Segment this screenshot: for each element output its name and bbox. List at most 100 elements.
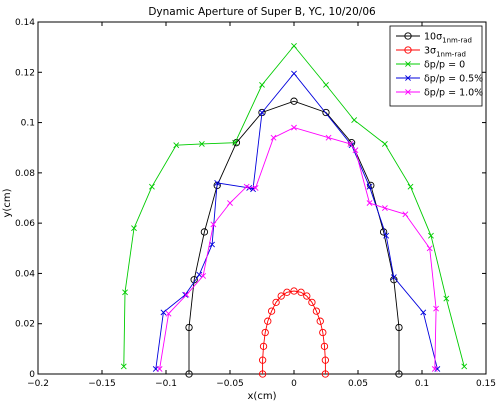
series-4 bbox=[156, 124, 439, 372]
y-tick-label: 0.08 bbox=[15, 169, 35, 179]
series-2 bbox=[120, 42, 468, 370]
legend-marker bbox=[404, 46, 412, 54]
data-point bbox=[390, 274, 397, 281]
data-point bbox=[402, 211, 409, 218]
data-point bbox=[395, 370, 403, 378]
x-tick-label: 0.15 bbox=[476, 379, 496, 389]
data-point bbox=[210, 221, 217, 228]
data-point bbox=[426, 245, 433, 252]
data-point bbox=[232, 139, 239, 146]
data-point bbox=[259, 342, 268, 350]
legend-marker bbox=[405, 75, 411, 81]
data-point bbox=[270, 134, 277, 141]
data-point bbox=[190, 276, 198, 284]
data-point bbox=[366, 200, 373, 206]
y-tick-label: 0.06 bbox=[15, 219, 35, 229]
data-point bbox=[312, 307, 321, 315]
y-tick-label: 0.1 bbox=[21, 119, 35, 129]
data-point bbox=[420, 309, 427, 316]
data-point bbox=[461, 363, 468, 370]
data-point bbox=[277, 292, 285, 300]
data-point bbox=[259, 109, 265, 116]
data-point bbox=[325, 134, 332, 141]
data-point bbox=[366, 183, 373, 190]
data-point bbox=[185, 323, 193, 332]
data-point bbox=[351, 117, 358, 123]
data-point bbox=[303, 292, 311, 300]
data-point bbox=[272, 298, 280, 306]
data-point bbox=[297, 288, 305, 296]
data-point bbox=[352, 147, 359, 154]
data-point bbox=[173, 142, 180, 149]
x-tick-label: 0 bbox=[291, 379, 297, 389]
data-point bbox=[200, 228, 209, 236]
data-point bbox=[258, 370, 267, 378]
data-point bbox=[156, 366, 163, 372]
data-point bbox=[209, 241, 215, 248]
data-point bbox=[321, 356, 330, 364]
x-axis-label: x(cm) bbox=[248, 391, 277, 402]
data-point bbox=[347, 141, 354, 147]
data-point bbox=[428, 232, 434, 239]
data-point bbox=[316, 317, 324, 325]
data-point bbox=[185, 370, 193, 378]
x-tick-label: −0.05 bbox=[216, 379, 244, 389]
data-point bbox=[431, 366, 438, 372]
data-point bbox=[323, 81, 329, 88]
legend-label-subscript: 1nm-rad bbox=[436, 51, 466, 59]
data-point bbox=[149, 183, 155, 190]
legend-label: δp/p = 1.0% bbox=[424, 88, 483, 99]
y-tick-label: 0 bbox=[29, 370, 35, 380]
data-point bbox=[320, 342, 329, 350]
data-point bbox=[381, 141, 388, 147]
data-point bbox=[165, 310, 172, 317]
data-point bbox=[308, 298, 316, 306]
series-line bbox=[262, 290, 326, 374]
x-tick-label: −0.2 bbox=[27, 379, 49, 389]
y-tick-label: 0.12 bbox=[15, 68, 35, 78]
data-point bbox=[122, 289, 128, 296]
data-point bbox=[407, 183, 414, 190]
data-point bbox=[213, 181, 221, 190]
legend-label-subscript: 1nm-rad bbox=[442, 37, 472, 45]
data-point bbox=[160, 309, 167, 316]
data-point bbox=[120, 363, 127, 370]
data-point bbox=[290, 287, 298, 295]
data-point bbox=[198, 141, 205, 147]
data-point bbox=[381, 205, 388, 211]
data-point bbox=[291, 124, 297, 131]
data-point bbox=[322, 108, 330, 117]
legend-box bbox=[389, 25, 483, 107]
data-point bbox=[261, 328, 269, 337]
data-point bbox=[252, 185, 259, 191]
series-line bbox=[155, 72, 438, 370]
legend-marker bbox=[404, 32, 412, 40]
data-point bbox=[383, 232, 390, 239]
data-point bbox=[200, 273, 207, 279]
data-point bbox=[434, 366, 441, 372]
data-point bbox=[258, 356, 267, 364]
data-point bbox=[183, 291, 190, 298]
data-point bbox=[131, 225, 137, 232]
legend-marker bbox=[405, 89, 411, 95]
data-point bbox=[182, 291, 189, 298]
data-point bbox=[395, 323, 403, 332]
legend-marker bbox=[405, 61, 411, 67]
series-1 bbox=[258, 287, 330, 378]
y-axis-label: y(cm) bbox=[2, 188, 13, 217]
data-point bbox=[367, 181, 375, 190]
series-line bbox=[123, 45, 465, 367]
series-line bbox=[188, 100, 400, 374]
x-tick-label: 0.05 bbox=[348, 379, 368, 389]
data-point bbox=[259, 81, 265, 88]
data-point bbox=[290, 97, 298, 105]
x-tick-label: −0.1 bbox=[155, 379, 177, 389]
y-tick-label: 0.14 bbox=[15, 18, 35, 28]
data-point bbox=[243, 183, 250, 190]
data-point bbox=[283, 288, 291, 296]
data-point bbox=[291, 70, 297, 77]
data-point bbox=[264, 317, 272, 325]
data-point bbox=[321, 370, 330, 378]
